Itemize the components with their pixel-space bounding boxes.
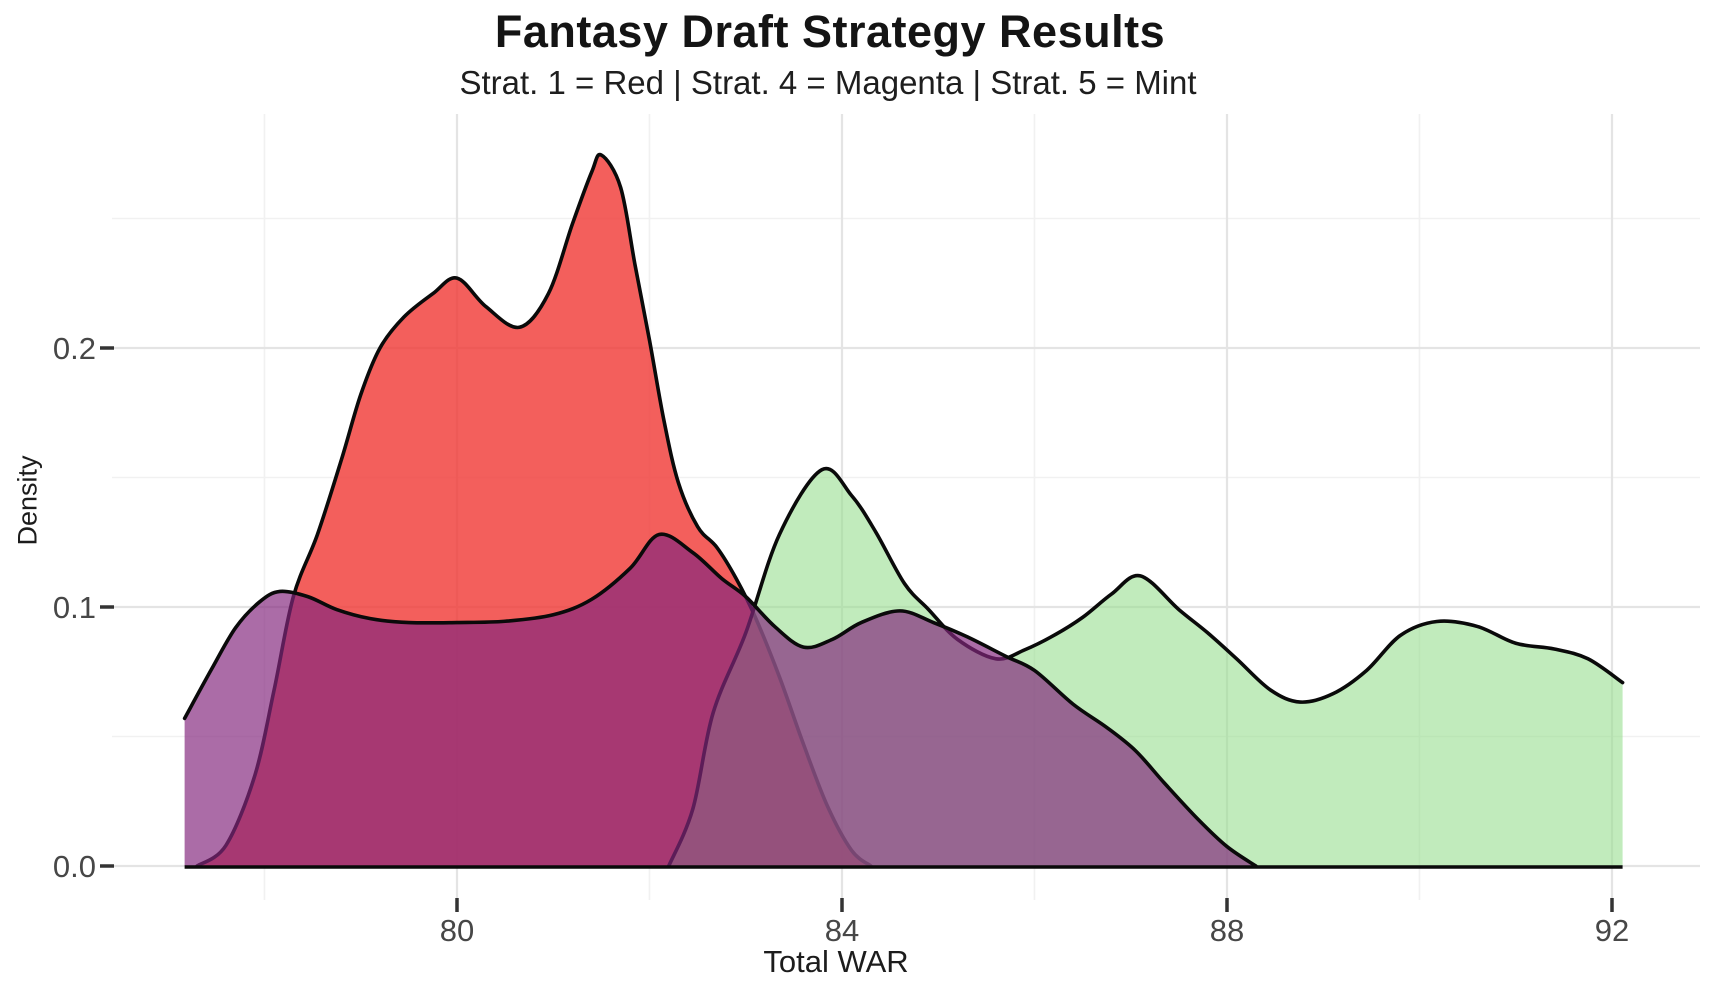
x-tick-label: 92 bbox=[1595, 913, 1629, 948]
y-tick-label: 0.2 bbox=[53, 331, 96, 366]
y-tick-label: 0.1 bbox=[53, 590, 96, 625]
density-outline bbox=[666, 466, 1625, 868]
chart-title: Fantasy Draft Strategy Results bbox=[494, 6, 1166, 57]
chart-subtitle: Strat. 1 = Red | Strat. 4 = Magenta | St… bbox=[459, 64, 1197, 101]
x-tick-label: 84 bbox=[825, 913, 859, 948]
x-axis-title: Total WAR bbox=[763, 944, 909, 979]
x-tick-label: 80 bbox=[440, 913, 474, 948]
x-tick-label: 88 bbox=[1210, 913, 1244, 948]
y-tick-label: 0.0 bbox=[53, 849, 96, 884]
density-outline bbox=[182, 532, 1258, 868]
density-series-strategy-4 bbox=[182, 532, 1258, 868]
density-area bbox=[184, 534, 1256, 866]
y-axis-title: Density bbox=[12, 455, 43, 546]
